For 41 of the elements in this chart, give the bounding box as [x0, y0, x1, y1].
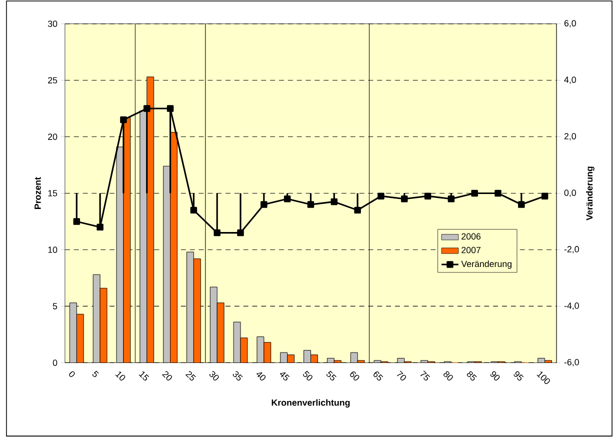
- y2-tick-label: 2,0: [564, 133, 576, 140]
- y2-tick-label: 0,0: [564, 190, 576, 197]
- y-tick-label: 30: [48, 20, 58, 27]
- y2-tick-label: -2,0: [564, 246, 579, 254]
- y2-tick-label: -6,0: [564, 359, 579, 366]
- y2-tick-label: 4,0: [564, 76, 576, 84]
- y2-tick-label: -4,0: [564, 302, 579, 310]
- x-tick-label: 85: [466, 371, 477, 381]
- y-tick-label: 20: [48, 134, 58, 140]
- x-tick-label: 65: [374, 371, 384, 381]
- y-tick-label: 10: [48, 246, 58, 253]
- x-tick-label: 80: [444, 371, 453, 380]
- x-tick-label: 45: [280, 372, 290, 381]
- x-tick-label: 0: [69, 371, 75, 377]
- x-tick-label: 75: [420, 370, 430, 381]
- x-tick-label: 95: [514, 371, 524, 381]
- y-tick-label: 0: [52, 360, 58, 366]
- x-tick-label: 35: [232, 371, 243, 381]
- legend-label: Veränderung: [461, 260, 512, 269]
- x-tick-label: 30: [209, 371, 219, 380]
- x-tick-label: 70: [396, 370, 406, 380]
- x-tick-label: 20: [162, 371, 172, 380]
- x-tick-label: 5: [92, 370, 99, 378]
- x-tick-label: 55: [326, 370, 336, 381]
- x-axis-title: Kronenverlichtung: [272, 399, 350, 408]
- x-tick-label: 40: [256, 372, 266, 380]
- x-tick-label: 90: [490, 371, 500, 380]
- y-axis-title: Prozent: [34, 177, 41, 209]
- y2-axis-title: Veränderung: [586, 166, 594, 220]
- y-tick-label: 5: [52, 303, 58, 310]
- y-tick-label: 15: [48, 190, 58, 196]
- x-tick-label: 25: [185, 371, 196, 381]
- x-tick-label: 15: [138, 372, 150, 381]
- x-tick-label: 10: [115, 372, 126, 380]
- x-tick-label: 50: [303, 370, 312, 380]
- legend-label: 2006: [462, 233, 481, 240]
- x-tick-label: 60: [350, 371, 360, 380]
- x-tick-label: 100: [536, 372, 550, 384]
- y2-tick-label: 6,0: [564, 20, 576, 28]
- legend-label: 2007: [462, 246, 480, 254]
- y-tick-label: 25: [48, 77, 58, 84]
